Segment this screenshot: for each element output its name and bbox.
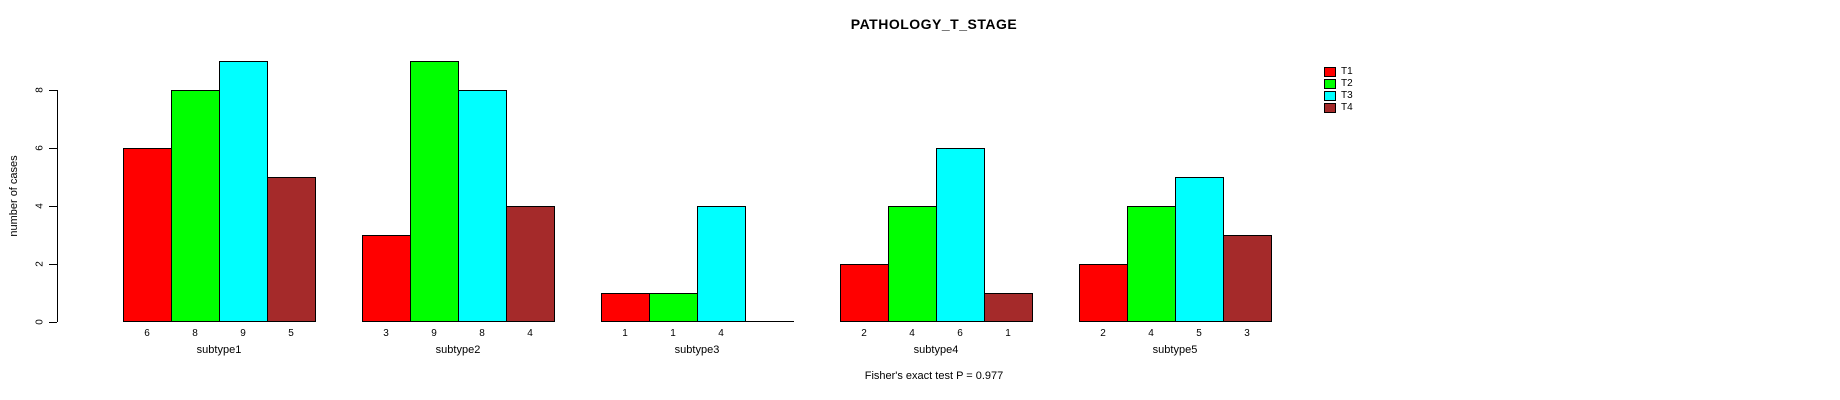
legend-item-T1: T1 xyxy=(1324,66,1353,78)
bar-subtype3-T4-zero xyxy=(745,321,794,322)
bar-value-label: 4 xyxy=(718,328,724,339)
bar-subtype4-T3 xyxy=(936,148,985,322)
bar-subtype1-T2 xyxy=(171,90,220,322)
y-tick xyxy=(49,322,57,323)
legend-item-T2: T2 xyxy=(1324,78,1353,90)
legend-swatch-T1 xyxy=(1324,67,1336,77)
bar-subtype2-T4 xyxy=(506,206,555,322)
legend-item-T4: T4 xyxy=(1324,102,1353,114)
legend-label-T1: T1 xyxy=(1341,66,1353,77)
y-tick-label: 0 xyxy=(34,319,46,325)
bar-value-label: 8 xyxy=(192,328,198,339)
bar-value-label: 2 xyxy=(861,328,867,339)
bar-subtype1-T3 xyxy=(219,61,268,322)
legend-swatch-T2 xyxy=(1324,79,1336,89)
legend-label-T4: T4 xyxy=(1341,102,1353,113)
bar-subtype4-T2 xyxy=(888,206,937,322)
bar-value-label: 8 xyxy=(479,328,485,339)
y-tick xyxy=(49,264,57,265)
y-tick xyxy=(49,148,57,149)
bar-subtype4-T1 xyxy=(840,264,889,322)
legend-label-T3: T3 xyxy=(1341,90,1353,101)
bar-subtype3-T2 xyxy=(649,293,698,322)
bar-value-label: 1 xyxy=(670,328,676,339)
bar-subtype5-T1 xyxy=(1079,264,1128,322)
bar-subtype2-T2 xyxy=(410,61,459,322)
legend: T1 T2 T3 T4 xyxy=(1324,66,1353,114)
fisher-test-note: Fisher's exact test P = 0.977 xyxy=(864,370,1004,382)
bar-value-label: 1 xyxy=(1005,328,1011,339)
bar-value-label: 1 xyxy=(622,328,628,339)
legend-swatch-T4 xyxy=(1324,103,1336,113)
bar-value-label: 4 xyxy=(909,328,915,339)
bar-value-label: 4 xyxy=(1148,328,1154,339)
bar-subtype1-T1 xyxy=(123,148,172,322)
category-label-subtype3: subtype3 xyxy=(674,344,720,356)
y-tick xyxy=(49,206,57,207)
category-label-subtype5: subtype5 xyxy=(1152,344,1198,356)
bar-subtype5-T3 xyxy=(1175,177,1224,322)
bar-value-label: 3 xyxy=(383,328,389,339)
bar-value-label: 9 xyxy=(240,328,246,339)
legend-label-T2: T2 xyxy=(1341,78,1353,89)
bar-value-label: 9 xyxy=(431,328,437,339)
y-axis-line xyxy=(57,90,58,322)
bar-subtype5-T2 xyxy=(1127,206,1176,322)
y-tick xyxy=(49,90,57,91)
bar-value-label: 2 xyxy=(1100,328,1106,339)
bar-subtype4-T4 xyxy=(984,293,1033,322)
y-tick-label: 4 xyxy=(34,203,46,209)
bar-value-label: 6 xyxy=(144,328,150,339)
bar-subtype2-T3 xyxy=(458,90,507,322)
y-tick-label: 2 xyxy=(34,261,46,267)
bar-subtype3-T1 xyxy=(601,293,650,322)
bar-subtype3-T3 xyxy=(697,206,746,322)
y-tick-label: 8 xyxy=(34,87,46,93)
bar-subtype5-T4 xyxy=(1223,235,1272,322)
y-tick-label: 6 xyxy=(34,145,46,151)
legend-swatch-T3 xyxy=(1324,91,1336,101)
bar-subtype2-T1 xyxy=(362,235,411,322)
chart-title: PATHOLOGY_T_STAGE xyxy=(850,16,1018,32)
bar-value-label: 5 xyxy=(288,328,294,339)
category-label-subtype4: subtype4 xyxy=(913,344,959,356)
bar-value-label: 6 xyxy=(957,328,963,339)
bar-value-label: 3 xyxy=(1244,328,1250,339)
legend-item-T3: T3 xyxy=(1324,90,1353,102)
bar-value-label: 5 xyxy=(1196,328,1202,339)
category-label-subtype2: subtype2 xyxy=(435,344,481,356)
bar-value-label: 4 xyxy=(527,328,533,339)
bar-subtype1-T4 xyxy=(267,177,316,322)
category-label-subtype1: subtype1 xyxy=(196,344,242,356)
y-axis-label: number of cases xyxy=(8,155,20,237)
